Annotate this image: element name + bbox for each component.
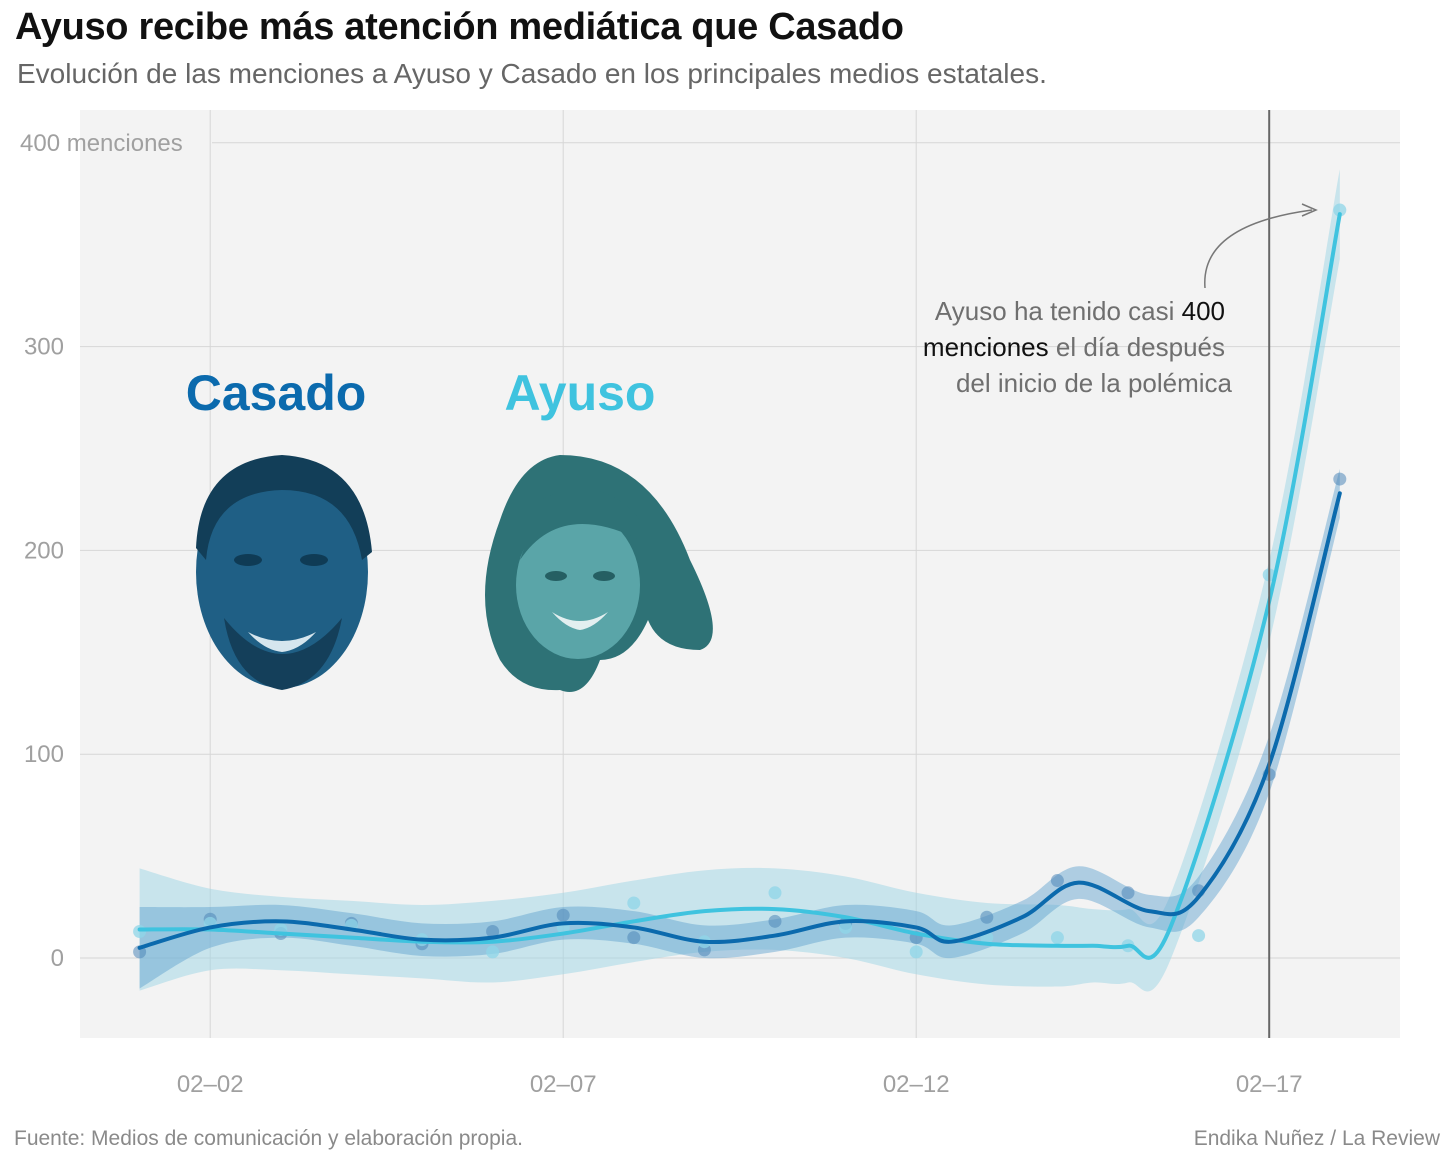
smoothed-lines [137,212,1342,960]
x-tick-label: 02–07 [530,1071,597,1098]
y-tick-label: 200 [24,537,64,564]
series-line-casado [137,491,1342,950]
chart-subtitle: Evolución de las menciones a Ayuso y Cas… [17,58,1047,89]
data-point-casado [768,914,782,928]
x-tick-label: 02–17 [1236,1071,1303,1098]
ayuso-portrait [485,455,713,692]
annotation-line-3: del inicio de la polémica [956,368,1233,398]
series-line-ayuso [137,212,1342,960]
y-tick-label-top: 400 menciones [20,130,183,157]
x-axis: 02–02 02–07 02–12 02–17 [177,1071,1303,1098]
chart-title: Ayuso recibe más atención mediática que … [15,6,904,48]
data-point-ayuso [486,945,500,959]
confidence-bands [139,169,1340,992]
annotation-line-1: Ayuso ha tenido casi 400 [935,296,1225,326]
data-point-casado [980,910,994,924]
data-point-ayuso [1333,203,1347,217]
annotation-arrow [1204,209,1313,289]
data-point-casado [1050,874,1064,888]
data-point-casado [627,931,641,945]
confidence-band-casado [139,468,1340,989]
y-axis: 0 100 200 300 400 menciones [20,130,183,972]
data-point-ayuso [1192,929,1206,943]
source-note: Fuente: Medios de comunicación y elabora… [14,1127,523,1150]
x-tick-label: 02–02 [177,1071,244,1098]
data-point-ayuso [627,896,641,910]
data-point-ayuso [1050,931,1064,945]
annotation: Ayuso ha tenido casi 400 menciones el dí… [923,203,1318,398]
legend-label-ayuso: Ayuso [505,365,656,421]
casado-portrait [196,455,372,690]
data-point-ayuso [768,886,782,900]
arrow-head-icon [1301,203,1318,217]
data-point-ayuso [839,920,853,934]
legend-label-casado: Casado [186,365,367,421]
y-tick-label: 100 [24,741,64,768]
annotation-line-2: menciones el día después [923,332,1225,362]
y-tick-label: 0 [51,945,64,972]
data-point-casado [1333,472,1347,486]
confidence-band-ayuso [139,169,1340,992]
data-point-casado [556,908,570,922]
data-point-ayuso [133,925,147,939]
data-point-ayuso [909,945,923,959]
x-tick-label: 02–12 [883,1071,950,1098]
data-point-casado [1121,886,1135,900]
data-point-casado [486,925,500,939]
credit-note: Endika Nuñez / La Review [1193,1127,1440,1150]
y-tick-label: 300 [24,334,64,361]
